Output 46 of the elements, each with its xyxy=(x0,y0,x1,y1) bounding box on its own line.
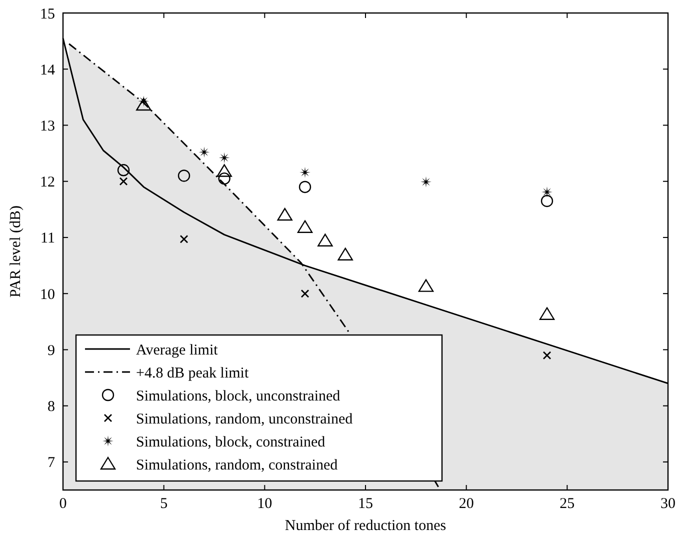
point xyxy=(178,170,190,182)
point xyxy=(300,289,310,298)
y-tick-label: 14 xyxy=(40,62,56,78)
x-tick-label: 10 xyxy=(257,496,272,512)
legend-label: Simulations, random, unconstrained xyxy=(136,411,354,428)
point xyxy=(540,194,554,208)
y-tick-label: 11 xyxy=(40,230,55,247)
x-tick-label: 15 xyxy=(358,496,373,512)
legend-label: +4.8 dB peak limit xyxy=(136,365,250,382)
y-axis-title: PAR level (dB) xyxy=(8,206,24,298)
y-tick-label: 9 xyxy=(48,342,55,359)
point xyxy=(117,164,130,176)
point xyxy=(216,164,232,177)
point xyxy=(297,220,313,233)
point xyxy=(420,176,432,188)
point xyxy=(542,351,552,360)
point xyxy=(300,166,310,178)
point xyxy=(338,248,353,260)
legend-label: Simulations, block, constrained xyxy=(136,434,326,450)
y-tick-label: 10 xyxy=(40,286,55,303)
x-tick-label: 30 xyxy=(660,496,676,512)
y-tick-label: 13 xyxy=(40,118,55,134)
point xyxy=(180,234,188,244)
point xyxy=(318,234,333,246)
y-tick-label: 15 xyxy=(40,6,55,22)
y-tick-label: 7 xyxy=(48,455,56,472)
x-tick-label: 20 xyxy=(458,496,474,512)
legend-label: Average limit xyxy=(136,342,219,358)
point xyxy=(277,208,292,221)
point xyxy=(198,146,210,158)
x-axis-title: Number of reduction tones xyxy=(284,518,446,534)
point xyxy=(418,279,434,292)
point xyxy=(542,186,552,198)
x-tick-label: 0 xyxy=(59,496,67,512)
point xyxy=(136,98,152,111)
point xyxy=(218,152,230,164)
legend-label: Simulations, random, constrained xyxy=(136,457,338,474)
point xyxy=(218,172,230,185)
point xyxy=(298,180,312,194)
legend-label: Simulations, block, unconstrained xyxy=(136,388,341,404)
point xyxy=(539,307,555,320)
y-tick-label: 12 xyxy=(40,174,55,191)
y-tick-label: 8 xyxy=(48,399,55,416)
point xyxy=(119,177,128,186)
x-tick-label: 5 xyxy=(160,496,168,512)
x-tick-label: 25 xyxy=(560,496,575,512)
